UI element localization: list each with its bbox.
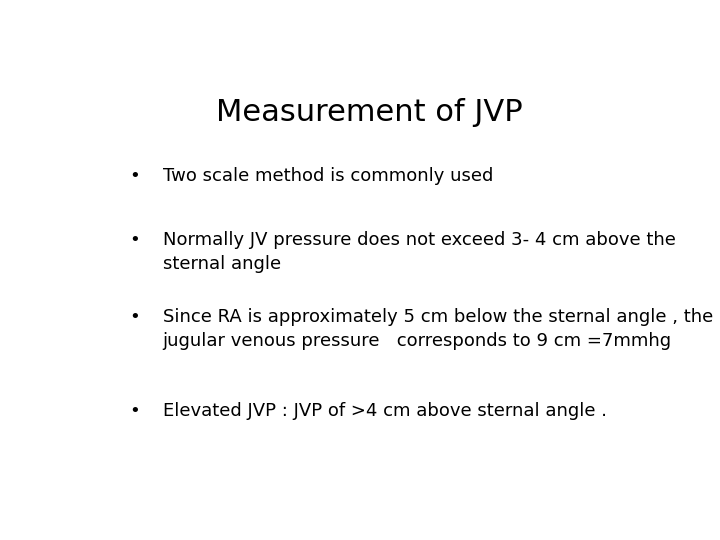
- Text: •: •: [129, 167, 140, 185]
- Text: Elevated JVP : JVP of >4 cm above sternal angle .: Elevated JVP : JVP of >4 cm above sterna…: [163, 402, 606, 420]
- Text: •: •: [129, 308, 140, 326]
- Text: Normally JV pressure does not exceed 3- 4 cm above the
sternal angle: Normally JV pressure does not exceed 3- …: [163, 231, 675, 273]
- Text: •: •: [129, 231, 140, 249]
- Text: Two scale method is commonly used: Two scale method is commonly used: [163, 167, 493, 185]
- Text: Since RA is approximately 5 cm below the sternal angle , the
jugular venous pres: Since RA is approximately 5 cm below the…: [163, 308, 713, 349]
- Text: Measurement of JVP: Measurement of JVP: [216, 98, 522, 127]
- Text: •: •: [129, 402, 140, 420]
